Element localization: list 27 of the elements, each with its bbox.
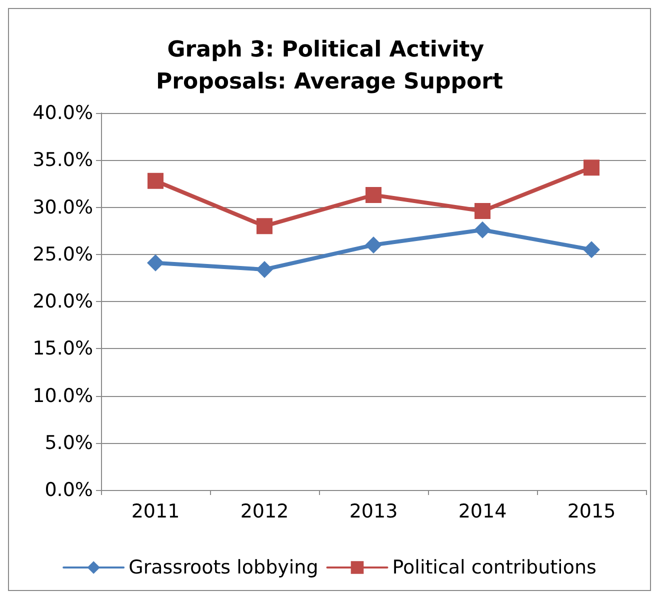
point bbox=[148, 172, 164, 189]
y-tick-label: 30.0% bbox=[32, 196, 93, 218]
x-tick-label: 2014 bbox=[458, 500, 507, 522]
y-tick-label: 0.0% bbox=[44, 479, 93, 501]
x-tick-label: 2011 bbox=[131, 500, 180, 522]
point bbox=[584, 160, 600, 176]
point bbox=[256, 260, 273, 278]
point bbox=[583, 241, 600, 258]
y-tick-label: 5.0% bbox=[44, 432, 93, 454]
point bbox=[256, 218, 272, 234]
x-tick-label: 2013 bbox=[349, 500, 398, 522]
x-tick-label: 2012 bbox=[240, 500, 289, 522]
legend-label: Grassroots lobbying bbox=[128, 556, 318, 578]
point bbox=[474, 203, 490, 220]
chart-title: Graph 3: Political Activity Proposals: Average Support bbox=[156, 38, 504, 94]
point bbox=[147, 254, 164, 272]
y-tick-label: 10.0% bbox=[32, 384, 93, 407]
y-tick-label: 35.0% bbox=[32, 149, 93, 172]
point bbox=[366, 186, 382, 203]
y-tick-label: 40.0% bbox=[32, 102, 93, 124]
point bbox=[474, 221, 491, 238]
y-tick-label: 20.0% bbox=[32, 290, 93, 312]
legend-label: Political contributions bbox=[392, 556, 596, 578]
y-tick-label: 15.0% bbox=[32, 338, 93, 360]
x-tick-label: 2015 bbox=[567, 500, 616, 522]
y-tick-label: 25.0% bbox=[32, 243, 93, 266]
point bbox=[365, 236, 382, 254]
